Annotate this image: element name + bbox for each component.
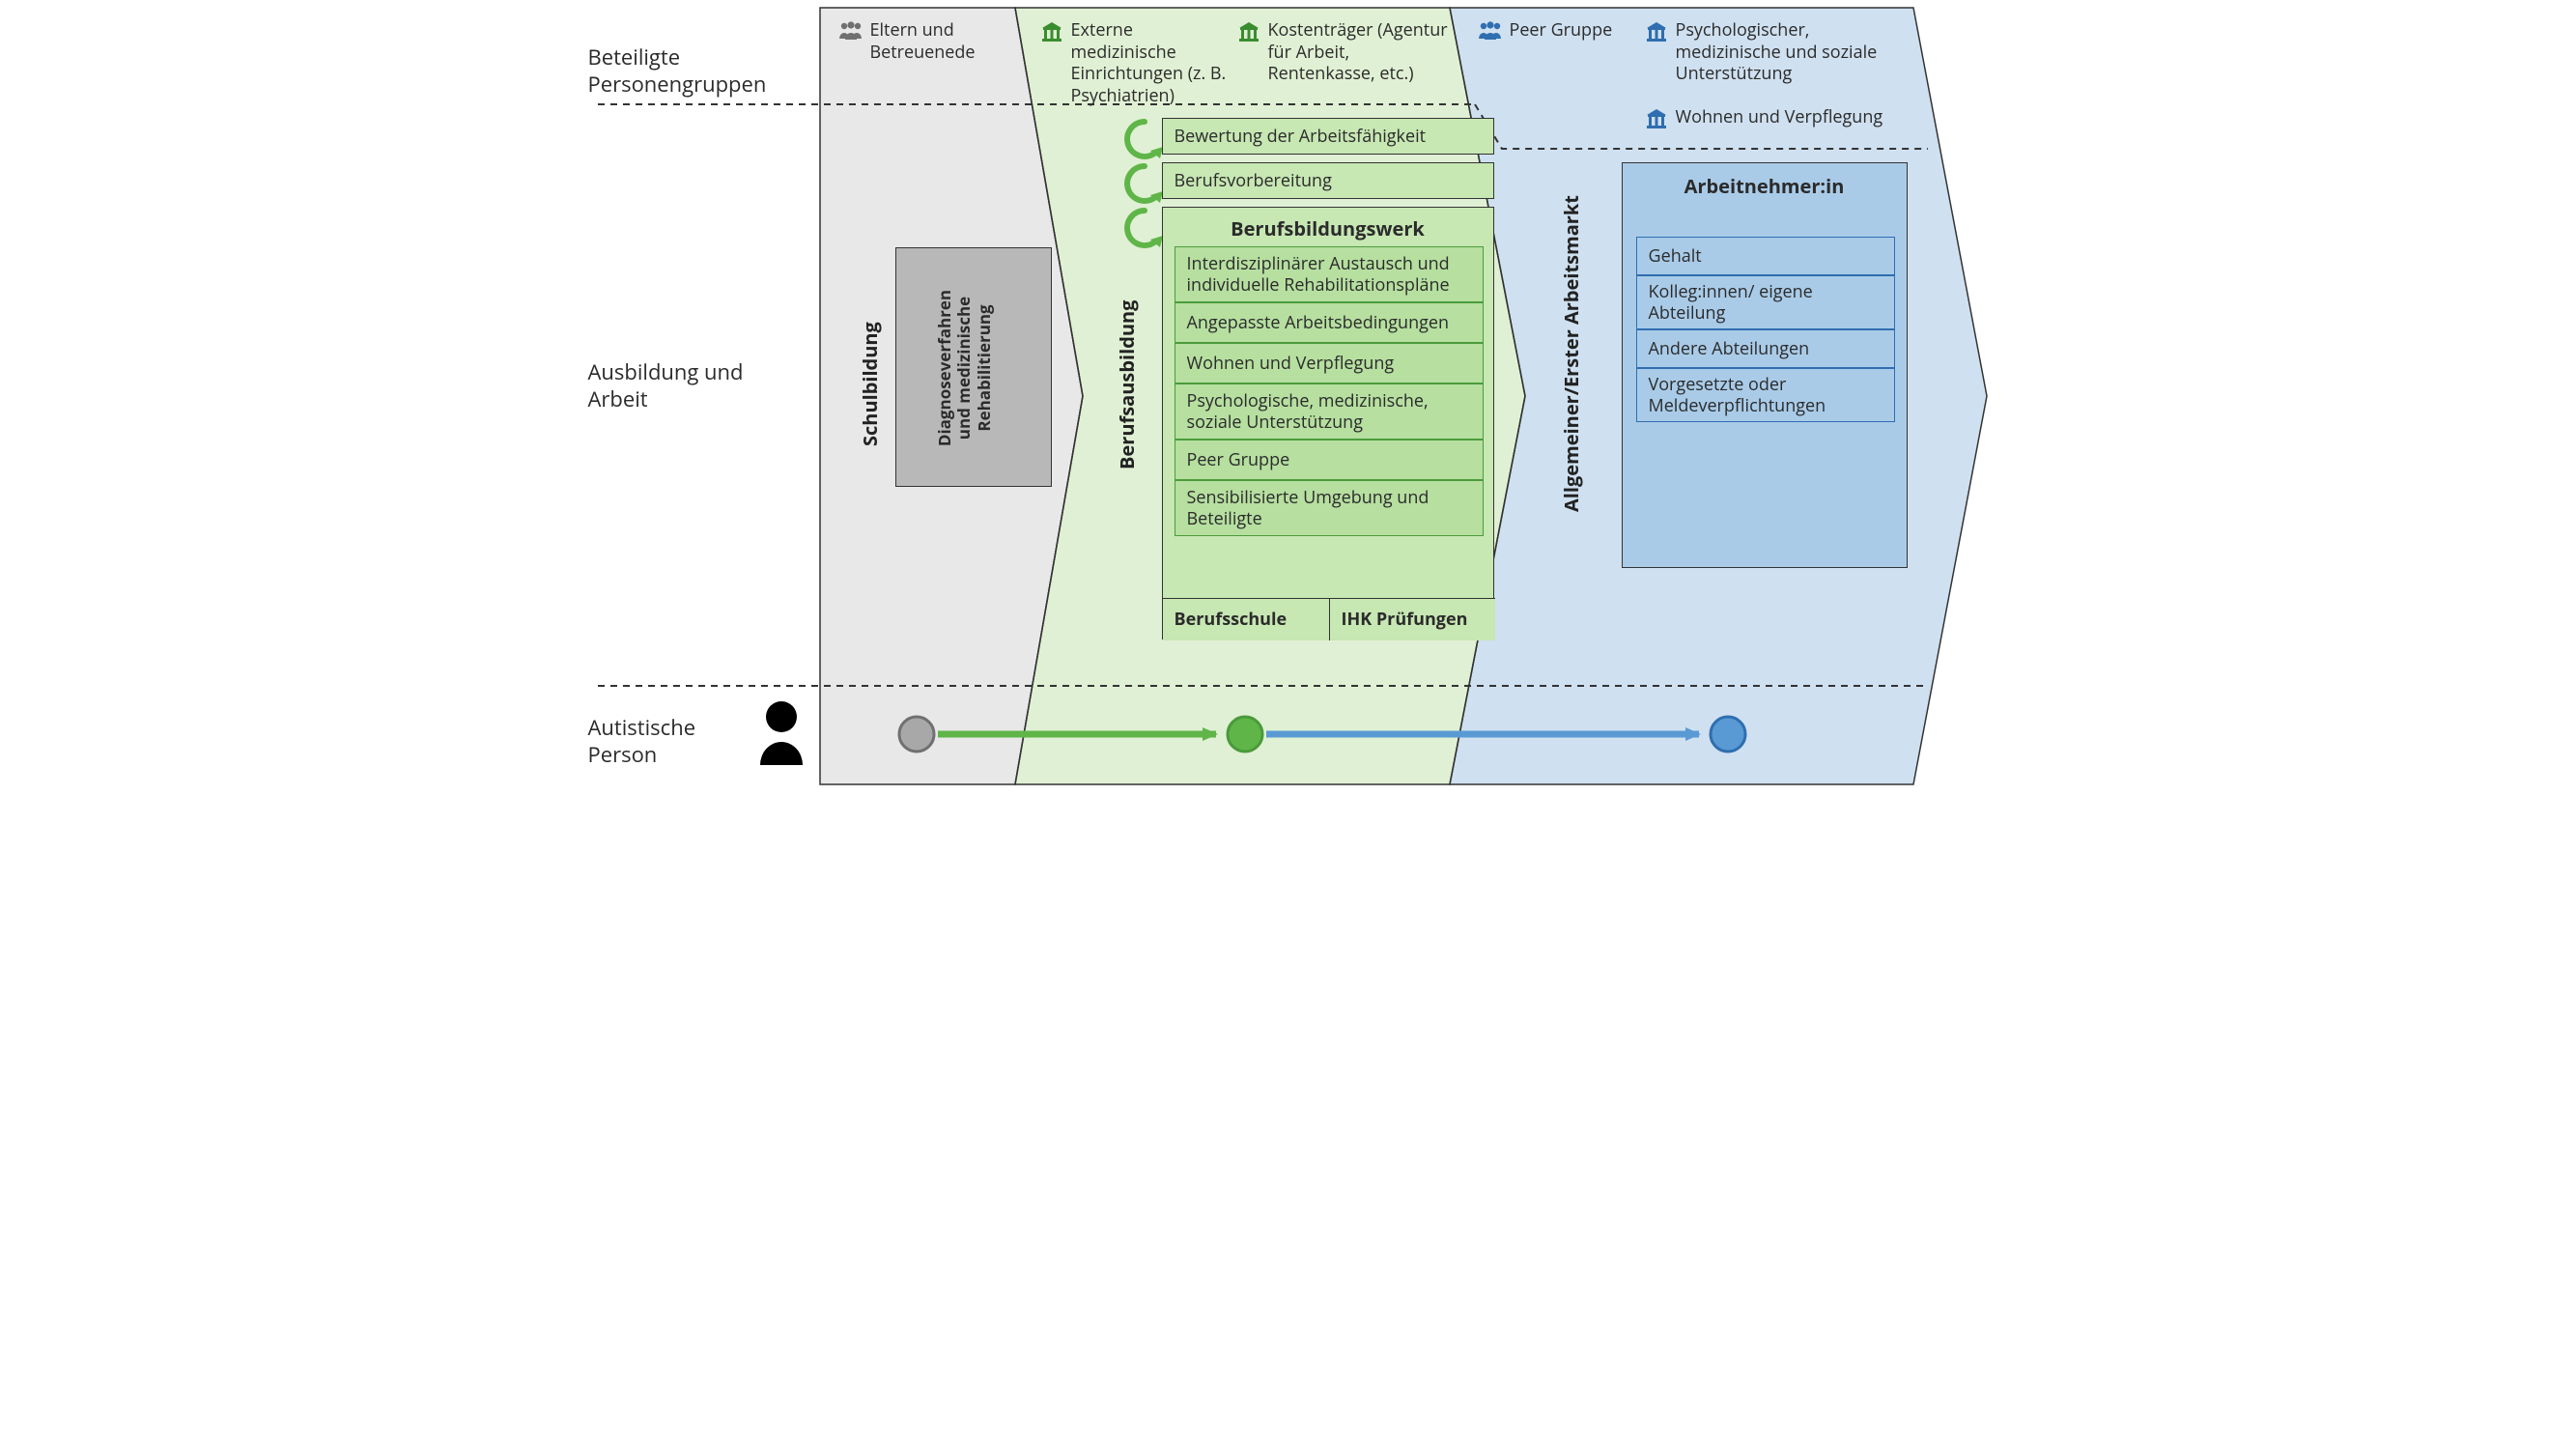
- institution-icon: [1237, 21, 1260, 48]
- bbw-row: Psychologische, medizinische, soziale Un…: [1175, 384, 1484, 440]
- row-label-personen: Beteiligte Personengruppen: [588, 44, 801, 98]
- bbw-bottom-cell: Berufsschule: [1163, 598, 1329, 640]
- bbw-bottom-cell: IHK Prüfungen: [1329, 598, 1495, 640]
- arbeitnehmer-box: Arbeitnehmer:inGehaltKolleg:innen/ eigen…: [1622, 162, 1908, 568]
- phase-title: Schulbildung: [857, 322, 883, 446]
- stakeholder-label: Wohnen und Verpflegung: [1676, 106, 1883, 128]
- stakeholder-label: Peer Gruppe: [1510, 19, 1613, 42]
- stakeholder-item: Wohnen und Verpflegung: [1645, 106, 1896, 135]
- arbeitnehmer-row: Gehalt: [1636, 237, 1895, 275]
- bbw-row: Wohnen und Verpflegung: [1175, 343, 1484, 384]
- institution-icon: [1645, 21, 1668, 48]
- bbw-row: Interdisziplinärer Austausch und individ…: [1175, 246, 1484, 302]
- people-icon: [837, 21, 863, 46]
- stakeholder-item: Psychologischer, medizinische und sozial…: [1645, 19, 1915, 85]
- berufsbildungswerk-box: BerufsbildungswerkInterdisziplinärer Aus…: [1162, 207, 1494, 639]
- stakeholder-item: Peer Gruppe: [1477, 19, 1631, 46]
- pre-box: Berufsvorbereitung: [1162, 162, 1494, 199]
- phase-title: Berufsausbildung: [1114, 300, 1140, 469]
- row-label-ausbildung: Ausbildung und Arbeit: [588, 359, 801, 412]
- stakeholder-label: Kostenträger (Agentur für Arbeit, Renten…: [1268, 19, 1450, 85]
- bbw-row: Sensibilisierte Umgebung und Beteiligte: [1175, 480, 1484, 536]
- pre-box: Bewertung der Arbeitsfähigkeit: [1162, 118, 1494, 155]
- stakeholder-item: Externe medizinische Einrichtungen (z. B…: [1040, 19, 1233, 106]
- phase-title: Allgemeiner/Erster Arbeitsmarkt: [1558, 195, 1584, 512]
- stakeholder-label: Eltern und Betreuenede: [870, 19, 1011, 63]
- arbeitnehmer-row: Kolleg:innen/ eigene Abteilung: [1636, 275, 1895, 329]
- stakeholder-label: Psychologischer, medizinische und sozial…: [1676, 19, 1915, 85]
- bbw-row: Angepasste Arbeitsbedingungen: [1175, 302, 1484, 343]
- stakeholder-item: Kostenträger (Agentur für Arbeit, Renten…: [1237, 19, 1450, 85]
- arbeitnehmer-row: Vorgesetzte oder Meldeverpflichtungen: [1636, 368, 1895, 422]
- stakeholder-item: Eltern und Betreuenede: [837, 19, 1011, 63]
- row-label-autist: Autistische Person: [588, 715, 752, 768]
- people-icon: [1477, 21, 1502, 46]
- institution-icon: [1645, 108, 1668, 135]
- diagnose-box: Diagnoseverfahren und medizinische Rehab…: [895, 247, 1052, 487]
- institution-icon: [1040, 21, 1063, 48]
- stakeholder-label: Externe medizinische Einrichtungen (z. B…: [1071, 19, 1233, 106]
- arbeitnehmer-row: Andere Abteilungen: [1636, 329, 1895, 368]
- bbw-row: Peer Gruppe: [1175, 440, 1484, 480]
